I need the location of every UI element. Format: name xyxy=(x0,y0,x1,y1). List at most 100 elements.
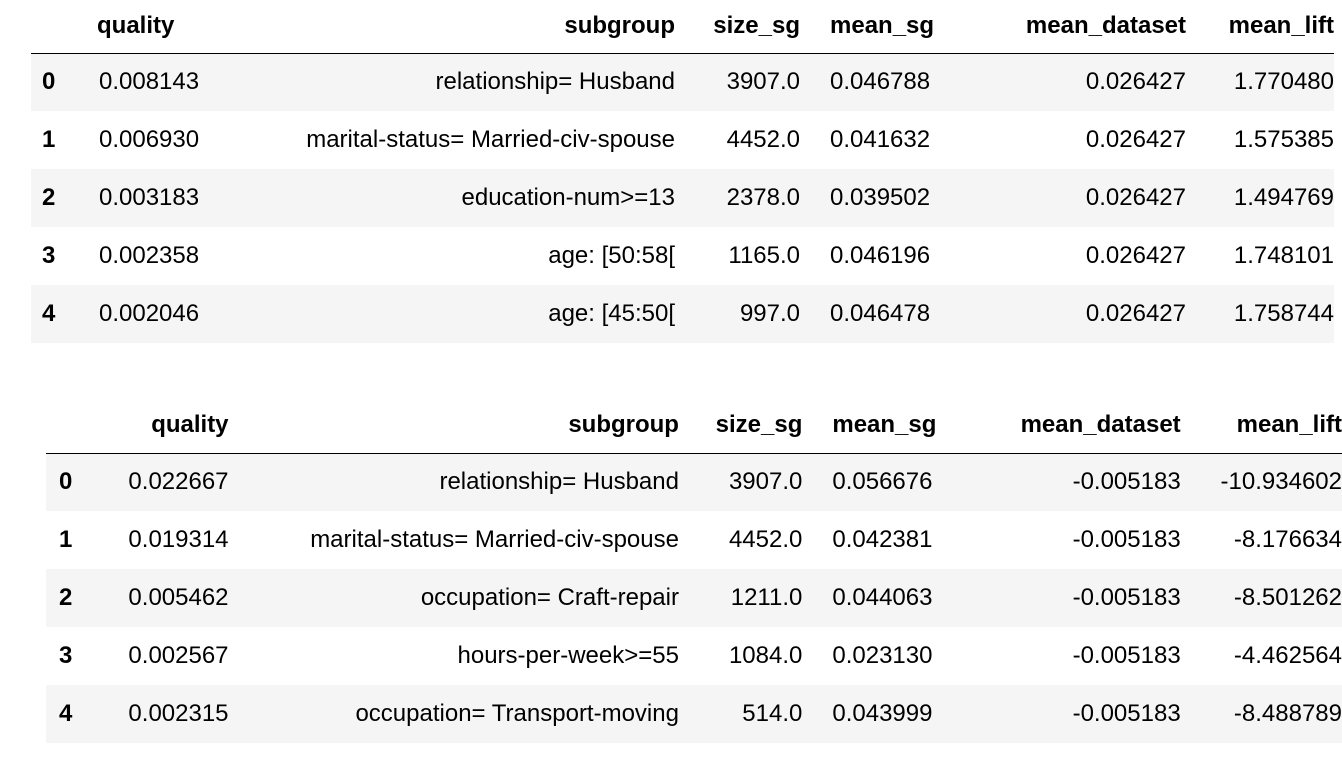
subgroup-results-table-2: quality subgroup size_sg mean_sg mean_da… xyxy=(46,397,1342,743)
cell-subgroup: marital-status= Married-civ-spouse xyxy=(310,526,679,553)
cell-mean-lift: 1.748101 xyxy=(1233,242,1334,269)
table-row: 3 0.002358 age: [50:58[ 1165.0 0.046196 … xyxy=(31,227,1334,285)
cell-mean-lift: 1.494769 xyxy=(1233,184,1334,211)
cell-mean-dataset: 0.026427 xyxy=(1085,242,1186,269)
cell-mean-lift: -8.176634 xyxy=(1233,526,1342,553)
table-row: 3 0.002567 hours-per-week>=55 1084.0 0.0… xyxy=(46,627,1342,685)
cell-size-sg: 1211.0 xyxy=(730,584,803,611)
cell-mean-dataset: -0.005183 xyxy=(1072,526,1181,553)
cell-mean-sg: 0.046788 xyxy=(830,68,931,96)
column-header-subgroup: subgroup xyxy=(216,0,675,54)
cell-mean-sg: 0.046196 xyxy=(830,242,931,269)
cell-quality: 0.005462 xyxy=(128,584,229,611)
cell-subgroup: relationship= Husband xyxy=(439,468,679,496)
cell-quality: 0.022667 xyxy=(128,468,229,496)
cell-size-sg: 1165.0 xyxy=(728,242,800,269)
column-header-subgroup: subgroup xyxy=(228,397,679,454)
cell-mean-lift: -10.934602 xyxy=(1220,468,1342,496)
index-header xyxy=(46,397,113,454)
cell-mean-dataset: 0.026427 xyxy=(1085,126,1186,153)
row-index: 2 xyxy=(42,184,56,211)
row-index: 4 xyxy=(42,300,56,327)
cell-mean-sg: 0.043999 xyxy=(832,700,933,727)
row-index: 0 xyxy=(59,468,73,496)
cell-mean-sg: 0.041632 xyxy=(830,126,931,153)
table-row: 0 0.022667 relationship= Husband 3907.0 … xyxy=(46,453,1342,511)
cell-quality: 0.019314 xyxy=(128,526,229,553)
cell-subgroup: occupation= Transport-moving xyxy=(355,700,679,727)
cell-size-sg: 4452.0 xyxy=(726,126,800,153)
column-header-mean-lift: mean_lift xyxy=(1180,397,1342,454)
row-index: 1 xyxy=(59,526,73,553)
cell-mean-lift: -8.501262 xyxy=(1233,584,1342,611)
cell-quality: 0.002358 xyxy=(99,242,200,269)
cell-mean-dataset: 0.026427 xyxy=(1085,300,1186,327)
cell-mean-lift: 1.575385 xyxy=(1233,126,1334,153)
cell-subgroup: age: [45:50[ xyxy=(548,300,675,327)
column-header-mean-dataset: mean_dataset xyxy=(973,397,1181,454)
cell-mean-lift: -8.488789 xyxy=(1233,700,1342,727)
header-row: quality subgroup size_sg mean_sg mean_da… xyxy=(31,0,1334,54)
cell-size-sg: 997.0 xyxy=(739,300,800,327)
cell-quality: 0.002046 xyxy=(99,300,200,327)
cell-quality: 0.002567 xyxy=(128,642,229,669)
cell-subgroup: occupation= Craft-repair xyxy=(420,584,679,611)
cell-size-sg: 4452.0 xyxy=(728,526,803,553)
row-index: 1 xyxy=(42,126,56,153)
cell-mean-lift: 1.770480 xyxy=(1233,68,1334,96)
header-row: quality subgroup size_sg mean_sg mean_da… xyxy=(46,397,1342,454)
cell-subgroup: education-num>=13 xyxy=(461,184,676,211)
cell-mean-sg: 0.023130 xyxy=(832,642,933,669)
table-header: quality subgroup size_sg mean_sg mean_da… xyxy=(46,397,1342,454)
row-index: 3 xyxy=(42,242,56,269)
column-header-mean-sg: mean_sg xyxy=(802,397,974,454)
cell-subgroup: hours-per-week>=55 xyxy=(457,642,679,669)
cell-subgroup: marital-status= Married-civ-spouse xyxy=(306,126,675,153)
row-index: 4 xyxy=(59,700,73,727)
cell-size-sg: 514.0 xyxy=(742,700,803,727)
table-body: 0 0.022667 relationship= Husband 3907.0 … xyxy=(46,453,1342,743)
cell-mean-lift: -4.462564 xyxy=(1233,642,1342,669)
table-row: 1 0.006930 marital-status= Married-civ-s… xyxy=(31,111,1334,169)
row-index: 0 xyxy=(42,68,56,96)
column-header-size-sg: size_sg xyxy=(678,397,803,454)
cell-mean-sg: 0.039502 xyxy=(830,184,931,211)
table-row: 2 0.005462 occupation= Craft-repair 1211… xyxy=(46,569,1342,627)
cell-subgroup: age: [50:58[ xyxy=(548,242,675,269)
cell-mean-dataset: 0.026427 xyxy=(1085,68,1186,96)
table-body: 0 0.008143 relationship= Husband 3907.0 … xyxy=(31,53,1334,343)
cell-mean-sg: 0.044063 xyxy=(832,584,933,611)
index-header xyxy=(31,0,97,54)
cell-quality: 0.003183 xyxy=(99,184,200,211)
column-header-quality: quality xyxy=(112,397,229,454)
cell-size-sg: 2378.0 xyxy=(726,184,800,211)
cell-quality: 0.006930 xyxy=(99,126,200,153)
cell-quality: 0.002315 xyxy=(128,700,229,727)
column-header-mean-lift: mean_lift xyxy=(1186,0,1334,54)
cell-size-sg: 3907.0 xyxy=(726,68,800,96)
table-row: 0 0.008143 relationship= Husband 3907.0 … xyxy=(31,53,1334,111)
column-header-mean-dataset: mean_dataset xyxy=(976,0,1186,54)
table-row: 4 0.002315 occupation= Transport-moving … xyxy=(46,685,1342,743)
cell-mean-sg: 0.056676 xyxy=(832,468,933,496)
table-row: 2 0.003183 education-num>=13 2378.0 0.03… xyxy=(31,169,1334,227)
cell-mean-dataset: 0.026427 xyxy=(1085,184,1186,211)
cell-mean-lift: 1.758744 xyxy=(1233,300,1334,327)
cell-mean-sg: 0.042381 xyxy=(832,526,933,553)
cell-size-sg: 1084.0 xyxy=(728,642,803,669)
table-header: quality subgroup size_sg mean_sg mean_da… xyxy=(31,0,1334,54)
row-index: 2 xyxy=(59,584,73,611)
cell-mean-dataset: -0.005183 xyxy=(1072,584,1181,611)
cell-size-sg: 3907.0 xyxy=(728,468,803,496)
row-index: 3 xyxy=(59,642,73,669)
column-header-quality: quality xyxy=(97,0,216,54)
cell-mean-dataset: -0.005183 xyxy=(1072,700,1181,727)
cell-mean-dataset: -0.005183 xyxy=(1072,468,1181,496)
subgroup-results-table-1: quality subgroup size_sg mean_sg mean_da… xyxy=(31,0,1334,343)
column-header-size-sg: size_sg xyxy=(675,0,800,54)
cell-quality: 0.008143 xyxy=(99,68,200,96)
cell-subgroup: relationship= Husband xyxy=(435,68,676,96)
column-header-mean-sg: mean_sg xyxy=(800,0,976,54)
cell-mean-sg: 0.046478 xyxy=(830,300,931,327)
cell-mean-dataset: -0.005183 xyxy=(1072,642,1181,669)
